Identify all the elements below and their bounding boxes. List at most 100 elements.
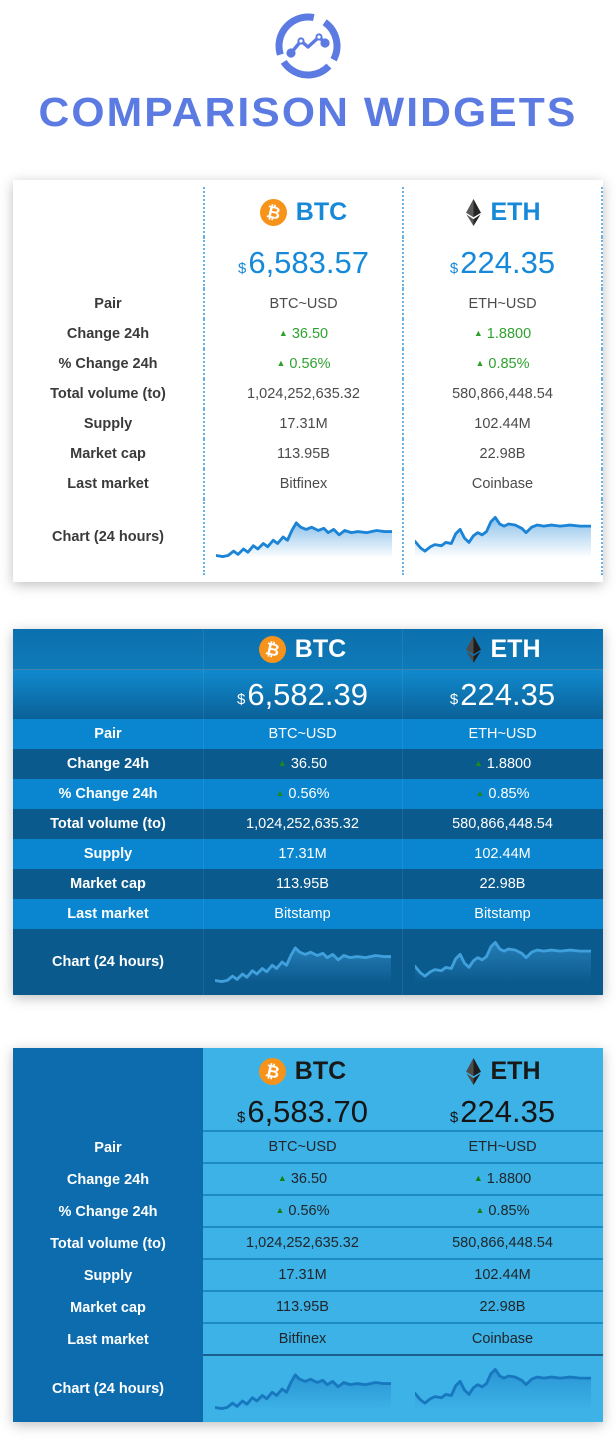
eth-price: $ 224.35 [402,237,603,289]
row-label-volume: Total volume (to) [13,1228,203,1260]
svg-text:₿: ₿ [264,202,282,224]
pct-change-row: % Change 24h ▲ 0.56% ▲ 0.85% [13,1196,603,1228]
arrow-up-icon: ▲ [473,1173,483,1183]
btc-volume-value: 1,024,252,635.32 [203,809,402,839]
row-label-change: Change 24h [66,326,150,342]
btc-header: ₿ BTC [203,187,402,237]
btc-volume-value: 1,024,252,635.32 [203,379,402,409]
last-market-row: Last market Bitfinex Coinbase [13,1324,603,1356]
eth-icon [465,198,481,226]
supply-row: Supply 17.31M 102.44M [13,839,603,869]
eth-last-market-value: Coinbase [402,469,603,499]
btc-pct-change-value: ▲ 0.56% [203,1196,402,1228]
currency-sign: $ [449,259,459,277]
coin-names-row: ₿ BTC ETH [13,629,603,669]
volume-row: Total volume (to) 1,024,252,635.32 580,8… [13,809,603,839]
eth-change-value: ▲ 1.8800 [402,1164,603,1196]
eth-header: ETH [402,187,603,237]
row-label-change: Change 24h [13,1164,203,1196]
eth-market-cap-value: 22.98B [402,1292,603,1324]
eth-price: $ 224.35 [402,670,603,719]
row-label-market-cap: Market cap [70,876,146,892]
price-row: $ 6,582.39 $ 224.35 [13,669,603,719]
eth-sparkline-chart [414,516,591,562]
row-label-pct-change: % Change 24h [58,786,158,802]
row-label-supply: Supply [83,416,133,432]
price-row: $ 6,583.57 $ 224.35 [13,237,603,289]
page-header: COMPARISON WIDGETS [0,0,616,136]
eth-market-cap-value: 22.98B [402,439,603,469]
change-row: Change 24h ▲ 36.50 ▲ 1.8800 [13,1164,603,1196]
btc-icon: ₿ [258,1057,286,1085]
btc-sparkline-chart [214,946,391,987]
eth-market-cap-value: 22.98B [402,869,603,899]
eth-pct-change-value: ▲ 0.85% [402,349,603,379]
chart-row: Chart (24 hours) [13,929,603,995]
btc-price: $ 6,583.70 [203,1094,402,1132]
eth-supply-value: 102.44M [402,409,603,439]
supply-row: Supply 17.31M 102.44M [13,1260,603,1292]
chart-row: Chart (24 hours) [13,1356,603,1422]
btc-last-market-value: Bitfinex [203,469,402,499]
eth-volume-value: 580,866,448.54 [402,1228,603,1260]
btc-pair-value: BTC~USD [203,719,402,749]
page-title: COMPARISON WIDGETS [38,89,578,135]
pair-row: Pair BTC~USD ETH~USD [13,289,603,319]
arrow-up-icon: ▲ [473,328,483,338]
btc-name: BTC [294,634,347,663]
row-label-last-market: Last market [67,906,149,922]
eth-supply-value: 102.44M [402,1260,603,1292]
row-label-market-cap: Market cap [13,1292,203,1324]
eth-change-value: ▲ 1.8800 [402,319,603,349]
change-row: Change 24h ▲ 36.50 ▲ 1.8800 [13,749,603,779]
eth-name: ETH [490,197,541,226]
btc-supply-value: 17.31M [203,1260,402,1292]
btc-sparkline-chart [215,521,392,562]
last-market-row: Last market Bitfinex Coinbase [13,469,603,499]
row-label-volume: Total volume (to) [50,386,166,402]
row-label-pair: Pair [94,296,122,312]
btc-price: $ 6,582.39 [203,670,402,719]
row-label-pct-change: % Change 24h [13,1196,203,1228]
coin-names-row: ₿ BTC ETH [13,187,603,237]
comparison-widget-light: ₿ BTC ETH $ 6,583.57 $ 224.35 Pair BTC~U… [13,180,603,582]
btc-pct-change-value: ▲ 0.56% [203,779,402,809]
eth-price: $ 224.35 [402,1094,603,1132]
eth-icon [465,635,481,663]
btc-pair-value: BTC~USD [203,1132,402,1164]
row-label-supply: Supply [13,1260,203,1292]
eth-sparkline-chart [414,1368,591,1414]
svg-text:₿: ₿ [263,639,281,661]
btc-change-value: ▲ 36.50 [203,749,402,779]
supply-row: Supply 17.31M 102.44M [13,409,603,439]
arrow-up-icon: ▲ [475,788,485,798]
row-label-pct-change: % Change 24h [58,356,158,372]
btc-header: ₿ BTC [203,629,402,669]
btc-name: BTC [295,197,348,226]
pct-change-row: % Change 24h ▲ 0.56% ▲ 0.85% [13,349,603,379]
arrow-up-icon: ▲ [475,358,485,368]
eth-change-value: ▲ 1.8800 [402,749,603,779]
arrow-up-icon: ▲ [275,1205,285,1215]
volume-row: Total volume (to) 1,024,252,635.32 580,8… [13,379,603,409]
row-label-chart: Chart (24 hours) [52,954,164,970]
eth-pair-value: ETH~USD [402,1132,603,1164]
row-label-volume: Total volume (to) [50,816,166,832]
eth-name: ETH [490,1056,541,1085]
btc-last-market-value: Bitstamp [203,899,402,929]
eth-sparkline-chart [414,941,591,987]
eth-volume-value: 580,866,448.54 [402,809,603,839]
arrow-up-icon: ▲ [276,358,286,368]
row-label-market-cap: Market cap [70,446,146,462]
eth-supply-value: 102.44M [402,839,603,869]
btc-pct-change-value: ▲ 0.56% [203,349,402,379]
btc-market-cap-value: 113.95B [203,439,402,469]
eth-pct-change-value: ▲ 0.85% [402,1196,603,1228]
row-label-chart: Chart (24 hours) [52,529,164,545]
currency-sign: $ [449,691,459,708]
btc-sparkline-chart [214,1373,391,1414]
row-label-last-market: Last market [67,476,149,492]
row-label-chart: Chart (24 hours) [13,1356,203,1422]
btc-supply-value: 17.31M [203,839,402,869]
btc-icon: ₿ [258,635,286,663]
